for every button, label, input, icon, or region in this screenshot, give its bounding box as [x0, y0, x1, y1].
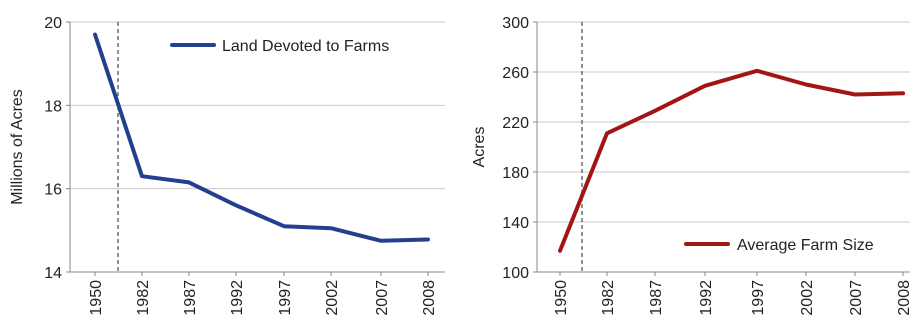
series-line-average-farm-size	[558, 68, 905, 253]
x-tick-label: 2008	[896, 280, 913, 316]
x-tick-label: 2007	[374, 280, 391, 316]
y-tick-label: 18	[44, 98, 62, 115]
x-tick-label: 1992	[229, 280, 246, 316]
y-tick-label: 220	[502, 115, 529, 132]
farm-size-chart: 100 140 180 220 260 300 1950 1982 1987 1992 1997 20…	[471, 15, 913, 316]
x-tick-label: 1997	[277, 280, 294, 316]
legend: Land Devoted to Farms	[170, 38, 389, 55]
y-tick-label: 100	[502, 265, 529, 282]
legend-label: Land Devoted to Farms	[222, 38, 389, 55]
y-tick-label: 16	[44, 182, 62, 199]
x-tick-label: 1992	[698, 280, 715, 316]
x-tick-label: 1987	[648, 280, 665, 316]
x-tick-label: 2008	[421, 280, 438, 316]
y-tick-label: 14	[44, 265, 62, 282]
x-tick-label: 1950	[88, 280, 105, 316]
y-tick-label: 140	[502, 215, 529, 232]
x-tick-label: 2007	[848, 280, 865, 316]
x-tick-label: 2002	[324, 280, 341, 316]
x-tick-label: 1997	[750, 280, 767, 316]
farm-land-chart: 14 16 18 20 1950 1982 1987 1992 1997 2002 2007 2008…	[9, 15, 445, 316]
series-line-land-devoted-to-farms	[93, 32, 430, 243]
x-tick-label: 1950	[553, 280, 570, 316]
x-tick-label: 1987	[182, 280, 199, 316]
y-tick-label: 260	[502, 65, 529, 82]
y-tick-label: 300	[502, 15, 529, 32]
y-axis-title: Acres	[471, 127, 488, 168]
x-tick-label: 2002	[799, 280, 816, 316]
x-tick-label: 1982	[135, 280, 152, 316]
y-axis-title: Millions of Acres	[9, 89, 26, 205]
legend: Average Farm Size	[684, 237, 874, 254]
x-tick-label: 1982	[600, 280, 617, 316]
y-tick-label: 180	[502, 165, 529, 182]
legend-label: Average Farm Size	[737, 237, 874, 254]
y-tick-label: 20	[44, 15, 62, 32]
